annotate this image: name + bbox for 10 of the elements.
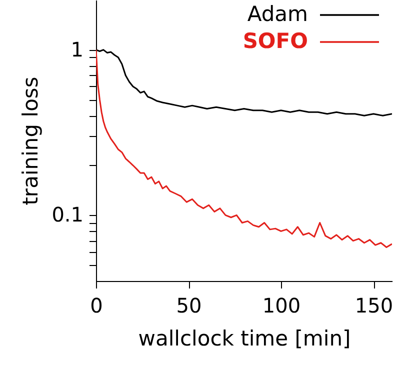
y-tick-label: 0.1 (52, 202, 84, 227)
legend-label: Adam (247, 2, 308, 26)
x-axis-title: wallclock time [min] (138, 326, 351, 350)
x-tick-label: 50 (176, 294, 202, 318)
legend-label: SOFO (242, 29, 308, 53)
x-tick-label: 150 (354, 294, 393, 318)
x-tick-label: 0 (90, 294, 103, 318)
y-axis-title: training loss (18, 76, 43, 206)
x-tick-label: 100 (262, 294, 301, 318)
y-tick-label: 1 (70, 37, 84, 62)
